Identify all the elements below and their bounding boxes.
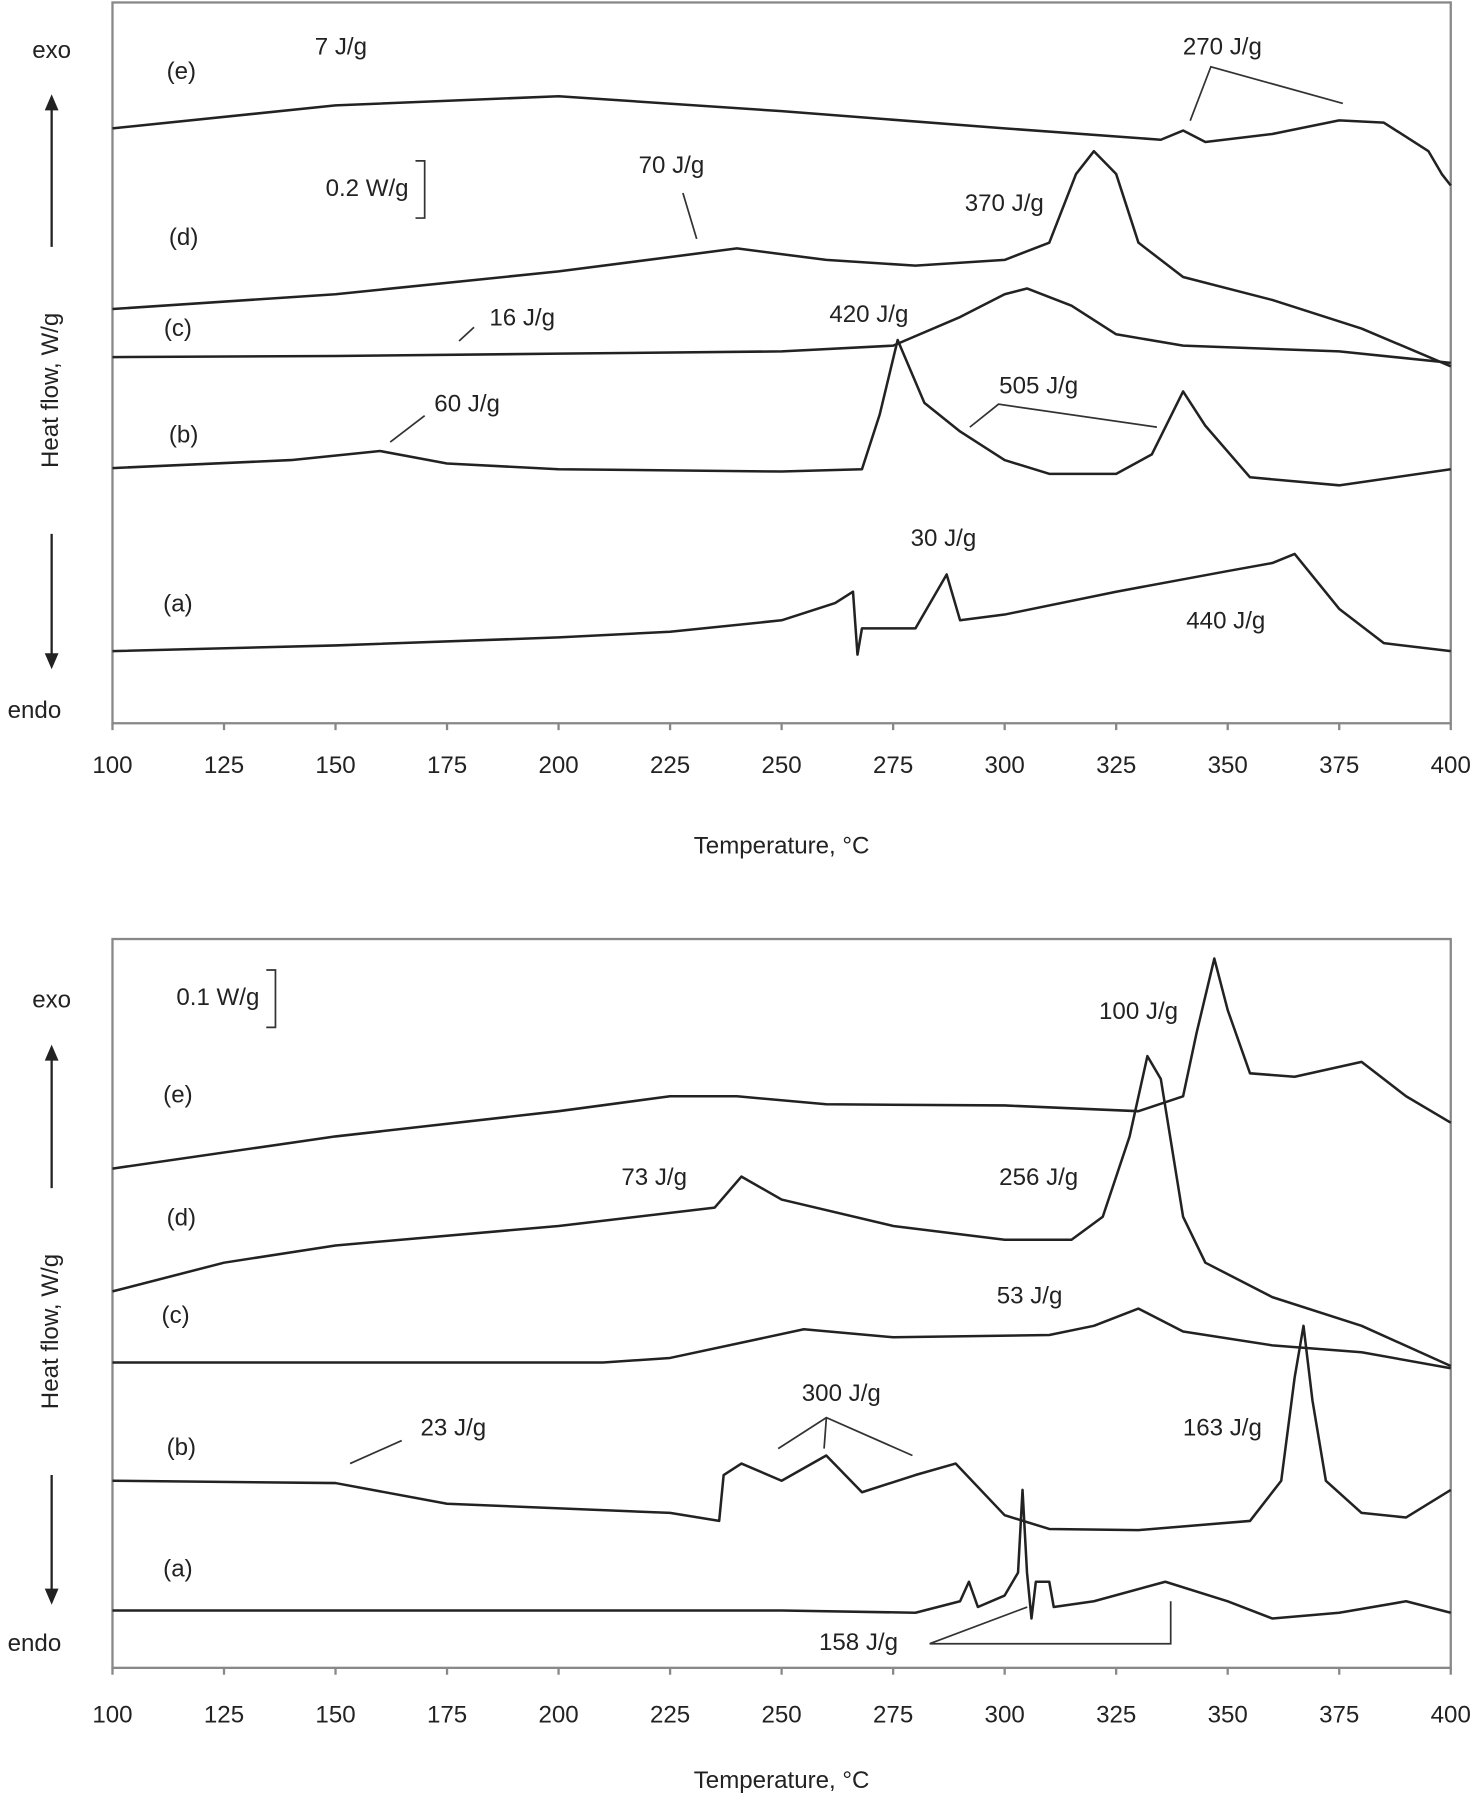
annotation: 163 J/g [1183,1414,1262,1441]
x-axis-label: Temperature, °C [694,1767,870,1794]
x-tick-label: 275 [873,1701,913,1728]
arrow-head [44,653,59,670]
annotation: 60 J/g [434,391,500,418]
x-tick-label: 350 [1208,752,1248,779]
curve [112,94,1452,187]
series-label: (a) [163,590,192,617]
endo-label: endo [8,697,62,724]
curve [112,1324,1452,1532]
curve [112,1307,1451,1370]
annotation: 23 J/g [421,1414,487,1441]
x-tick-label: 100 [92,752,132,779]
annotation: 505 J/g [999,372,1078,399]
x-tick-label: 125 [204,752,244,779]
x-tick-label: 325 [1096,1701,1136,1728]
series-label: (c) [162,1302,190,1329]
series-label: (e) [167,58,196,85]
series-label: (d) [169,224,198,251]
series-label: (c) [164,315,192,342]
x-tick-label: 150 [315,752,355,779]
annotation: 70 J/g [639,152,705,179]
annotation: 270 J/g [1183,34,1262,61]
scale-bar [266,969,277,1029]
leader-line [1189,65,1344,121]
y-axis-label: Heat flow, W/g [37,313,64,468]
y-axis-label: Heat flow, W/g [37,1254,64,1409]
curve [112,338,1451,487]
series-label: (b) [169,422,198,449]
curve [112,957,1452,1170]
annotation: 30 J/g [911,525,977,552]
x-tick-label: 150 [315,1701,355,1728]
curve [112,1054,1452,1368]
annotation: 100 J/g [1099,998,1178,1025]
arrow-head [44,1588,59,1605]
x-tick-label: 125 [204,1701,244,1728]
x-tick-label: 250 [762,1701,802,1728]
series-label: (d) [167,1204,196,1231]
curve [112,287,1451,365]
annotation: 370 J/g [965,190,1044,217]
scale-bar-label: 0.1 W/g [176,984,259,1011]
x-axis-label: Temperature, °C [694,833,870,860]
x-tick-label: 225 [650,752,690,779]
x-tick-label: 300 [985,1701,1025,1728]
x-tick-label: 325 [1096,752,1136,779]
annotation: 300 J/g [802,1380,881,1407]
x-tick-label: 275 [873,752,913,779]
leader-line [777,1416,913,1457]
x-tick-label: 100 [92,1701,132,1728]
exo-label: exo [32,37,71,64]
series-label: (a) [163,1556,192,1583]
annotation: 7 J/g [315,34,367,61]
annotation: 73 J/g [621,1164,687,1191]
arrow-head [44,1044,59,1061]
arrow-head [44,94,59,111]
curve [112,552,1451,656]
x-tick-label: 200 [538,1701,578,1728]
exo-label: exo [32,986,71,1013]
x-tick-label: 375 [1319,752,1359,779]
x-tick-label: 200 [538,752,578,779]
annotation: 158 J/g [819,1629,898,1656]
annotation: 53 J/g [997,1282,1063,1309]
x-tick-label: 175 [427,1701,467,1728]
endo-label: endo [8,1630,62,1657]
leader-line [349,1439,403,1465]
x-tick-label: 375 [1319,1701,1359,1728]
scale-bar-label: 0.2 W/g [326,175,409,202]
annotation: 256 J/g [999,1164,1078,1191]
scale-bar [415,159,426,219]
x-tick-label: 175 [427,752,467,779]
curve [112,149,1452,368]
annotation: 16 J/g [489,305,555,332]
x-tick-label: 250 [762,752,802,779]
curve [112,1488,1452,1620]
x-tick-label: 300 [985,752,1025,779]
leader-line [823,1417,828,1449]
series-label: (b) [167,1434,196,1461]
leader-line [929,1601,1172,1645]
leader-line [969,403,1158,428]
leader-line [389,414,426,443]
x-tick-label: 350 [1208,1701,1248,1728]
annotation: 420 J/g [829,301,908,328]
series-label: (e) [163,1082,192,1109]
leader-line [458,326,475,342]
x-tick-label: 400 [1431,1701,1471,1728]
x-tick-label: 225 [650,1701,690,1728]
x-tick-label: 400 [1431,752,1471,779]
plot-frame [111,937,1452,1669]
leader-line [682,192,698,240]
annotation: 440 J/g [1186,608,1265,635]
